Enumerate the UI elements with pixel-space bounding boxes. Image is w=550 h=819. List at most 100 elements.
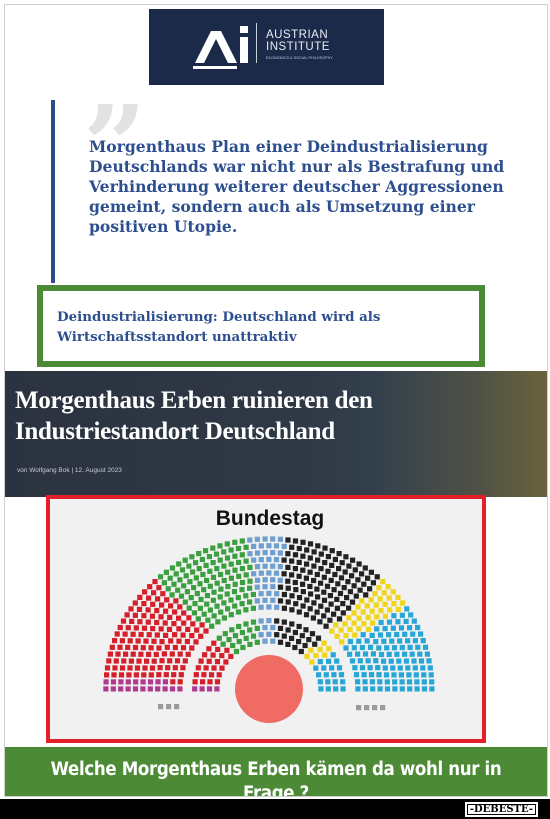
seat-spd (135, 638, 141, 644)
seat-left (162, 679, 168, 685)
seat-spd (132, 612, 138, 618)
seat-spd (121, 658, 127, 664)
seat-cdu (315, 635, 322, 641)
seat-spd (111, 672, 117, 678)
seat-greens (182, 557, 188, 563)
seat-cdu (285, 578, 291, 584)
seat-greens (228, 612, 234, 618)
seat-cdu (323, 623, 329, 629)
seat-afd (403, 658, 409, 664)
seat-spd (141, 625, 148, 631)
seat-afd (397, 665, 403, 671)
seat-fdp (317, 646, 323, 652)
seat-greens (210, 574, 217, 580)
seat-greens (224, 541, 230, 547)
seat-spd (214, 679, 221, 685)
seat-greens (243, 572, 249, 578)
seat-ssw (266, 590, 272, 596)
seat-afd (378, 619, 384, 626)
seat-afd (361, 672, 367, 678)
seat-cdu (315, 543, 321, 549)
question-bar: Welche Morgenthaus Erben kämen da wohl n… (5, 747, 547, 796)
seat-spd (128, 658, 134, 664)
seat-ssw (277, 564, 283, 570)
footer-bar: -DEBESTE- (0, 799, 550, 819)
seat-afd (353, 672, 360, 678)
seat-cdu (344, 595, 350, 601)
seat-left (133, 679, 139, 685)
seat-spd (208, 672, 215, 678)
seat-cdu (307, 569, 313, 575)
seat-greens (182, 599, 188, 605)
seat-cdu (285, 641, 291, 647)
seat-afd (398, 625, 405, 631)
seat-greens (222, 631, 228, 637)
seat-greens (207, 607, 213, 613)
seat-greens (232, 553, 238, 559)
seat-left (206, 686, 213, 692)
seat-cdu (303, 612, 310, 618)
seat-afd (359, 644, 365, 651)
seat-afd (407, 686, 413, 692)
seat-afd (421, 686, 428, 692)
seat-cdu (292, 579, 298, 586)
seat-cdu (342, 569, 348, 575)
seat-greens (236, 559, 242, 565)
seat-afd (330, 652, 336, 658)
seat-spd (172, 644, 178, 651)
seat-cdu (277, 639, 284, 645)
seat-afd (362, 686, 368, 692)
seat-afd (317, 679, 323, 685)
seat-fdp (395, 594, 401, 600)
seat-spd (192, 679, 198, 685)
seat-cdu (310, 615, 316, 621)
seat-greens (228, 547, 234, 553)
seat-greens (211, 613, 217, 619)
seat-spd (178, 672, 184, 678)
seat-ssw (251, 571, 257, 577)
seat-greens (193, 575, 199, 581)
seat-ssw (277, 536, 283, 542)
seat-greens (163, 569, 169, 575)
seat-afd (370, 651, 376, 657)
seat-greens (197, 605, 203, 611)
seat-afd (429, 679, 435, 685)
seat-spd (181, 610, 187, 616)
seat-cdu (367, 586, 373, 592)
seat-spd (180, 665, 186, 671)
seat-fdp (359, 598, 365, 604)
seat-fdp (374, 614, 380, 620)
seat-cdu (347, 589, 353, 595)
seat-spd (177, 651, 183, 657)
seat-greens (250, 619, 257, 625)
seat-spd (154, 619, 160, 626)
seat-spd (163, 632, 169, 638)
seat-left (140, 679, 146, 685)
seat-left (155, 686, 161, 692)
seat-spd (206, 658, 212, 664)
seat-spd (149, 665, 156, 671)
seat-cdu (340, 601, 346, 607)
seat-afd (404, 606, 410, 612)
seat-afd (367, 665, 373, 671)
seat-spd (119, 665, 126, 671)
seat-spd (162, 620, 168, 626)
seat-spd (167, 658, 173, 664)
seat-spd (199, 622, 205, 628)
seat-spd (206, 646, 212, 652)
seat-afd (362, 679, 368, 685)
seat-ssw (254, 577, 261, 583)
seat-cdu (296, 623, 302, 630)
seat-afd (411, 618, 417, 624)
seat-greens (233, 648, 240, 655)
seat-other (174, 704, 180, 710)
seat-cdu (277, 625, 284, 631)
seat-fdp (347, 626, 353, 632)
seat-spd (163, 672, 169, 678)
seat-spd (130, 651, 136, 657)
seat-left (177, 686, 183, 692)
seat-cdu (362, 565, 368, 571)
seat-afd (417, 651, 423, 657)
seat-cdu (289, 572, 295, 578)
seat-greens (199, 556, 205, 563)
